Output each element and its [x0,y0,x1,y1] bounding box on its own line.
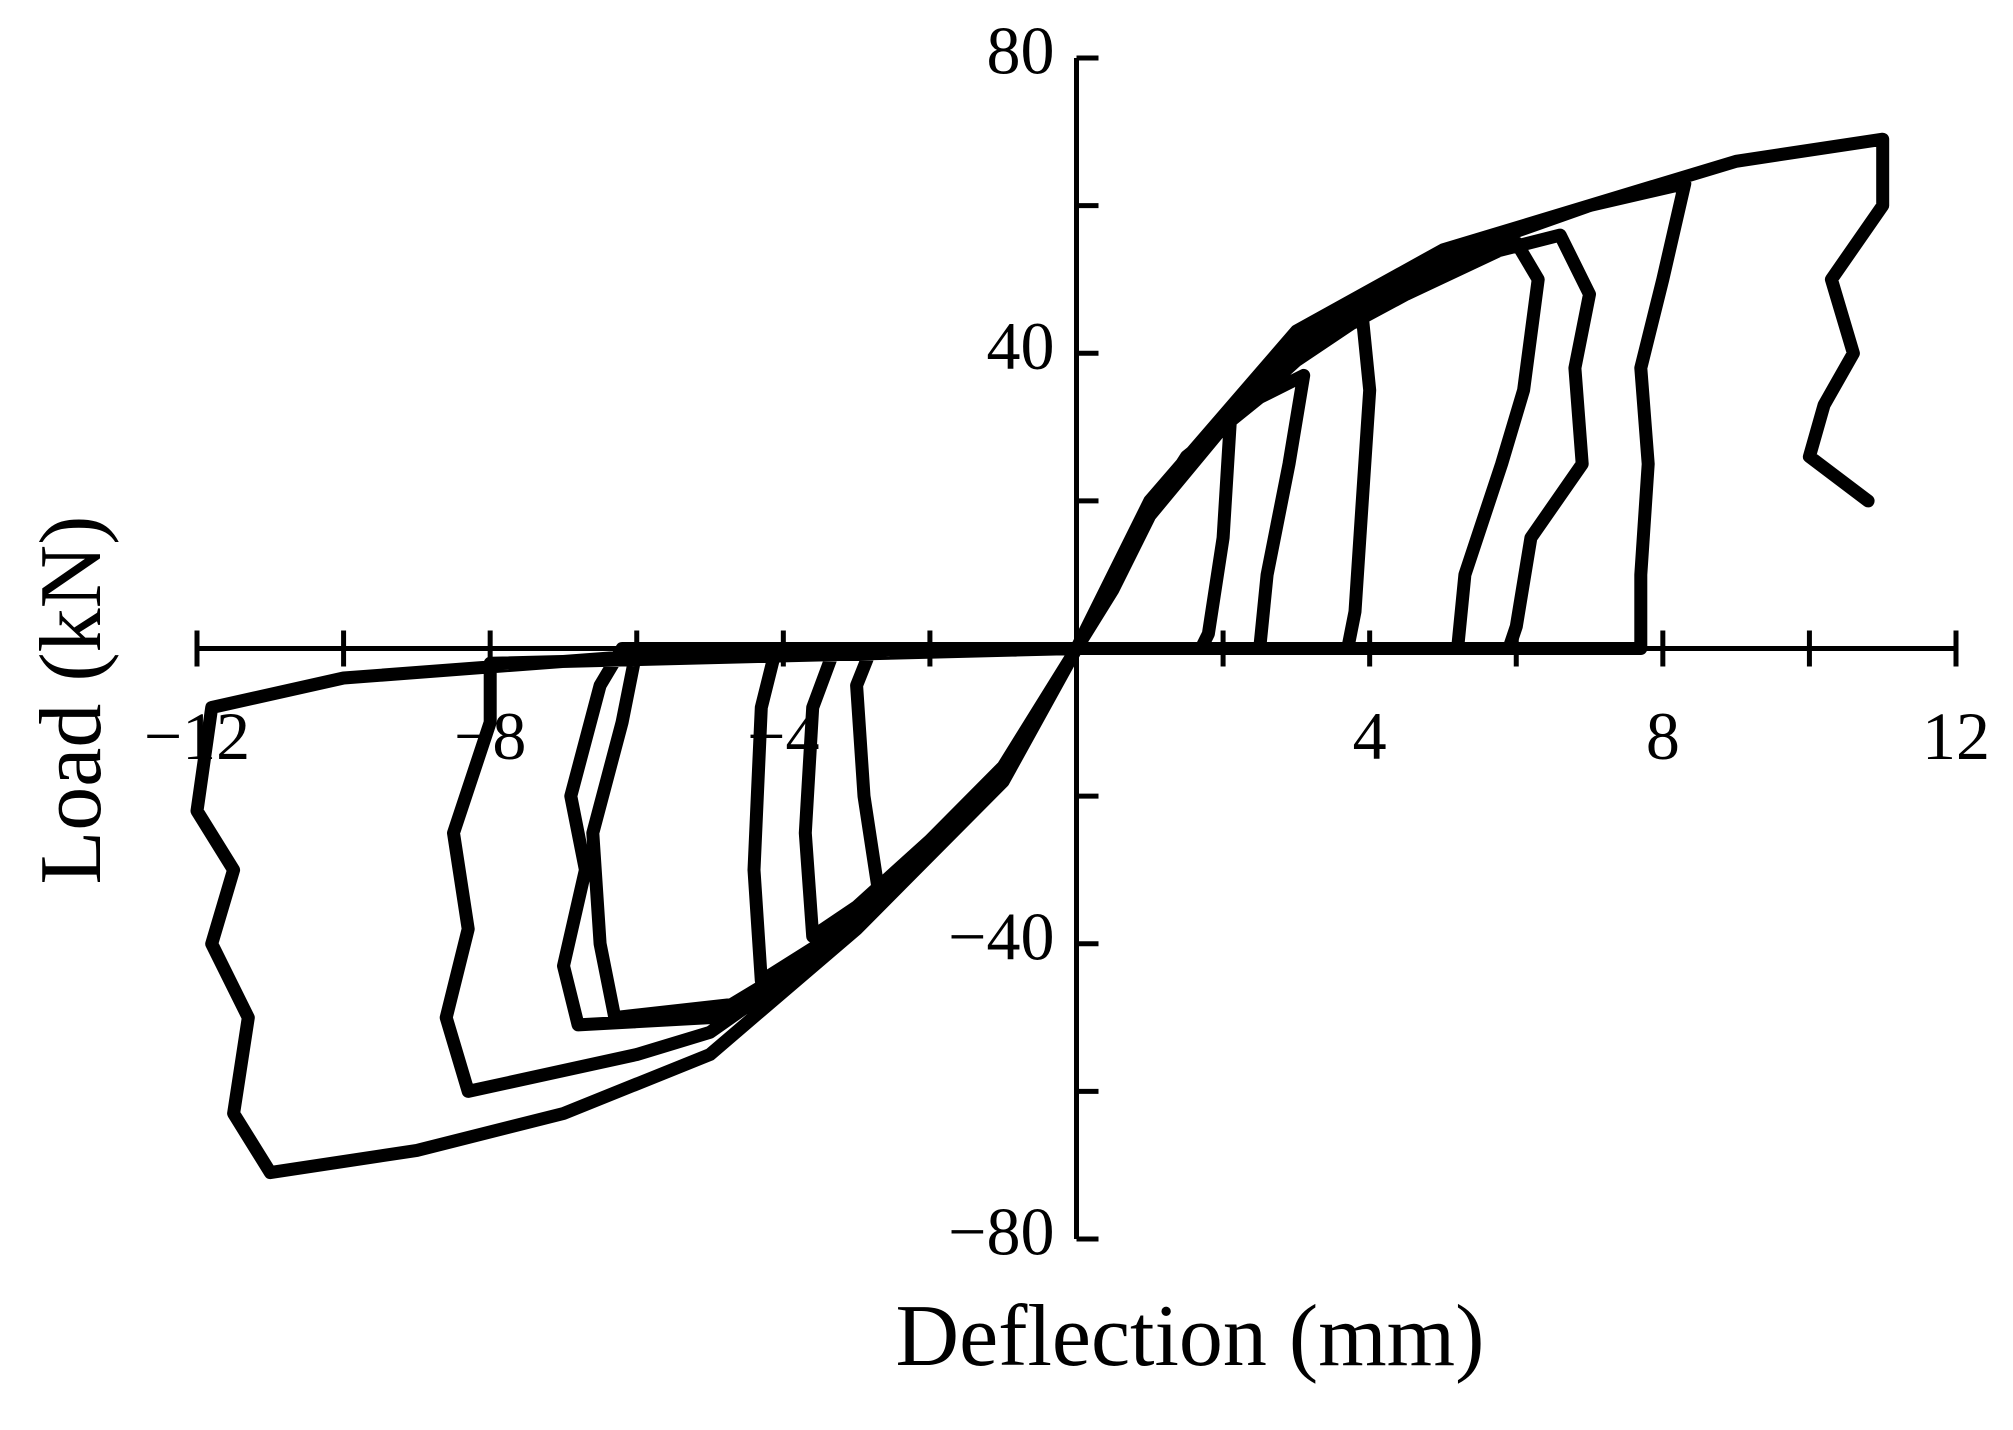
x-tick-label: −12 [144,698,250,774]
x-tick-label: 12 [1922,698,1990,774]
x-tick-label: 4 [1353,698,1387,774]
y-tick-label: 80 [987,13,1055,89]
x-tick-label: 8 [1646,698,1680,774]
load-deflection-curve [190,132,1890,1180]
y-tick-label: 40 [987,308,1055,384]
y-axis-label: Load (kN) [23,516,120,885]
y-tick-label: −40 [948,898,1054,974]
x-axis-label: Deflection (mm) [896,1288,1485,1385]
y-tick-label: −80 [948,1194,1054,1270]
